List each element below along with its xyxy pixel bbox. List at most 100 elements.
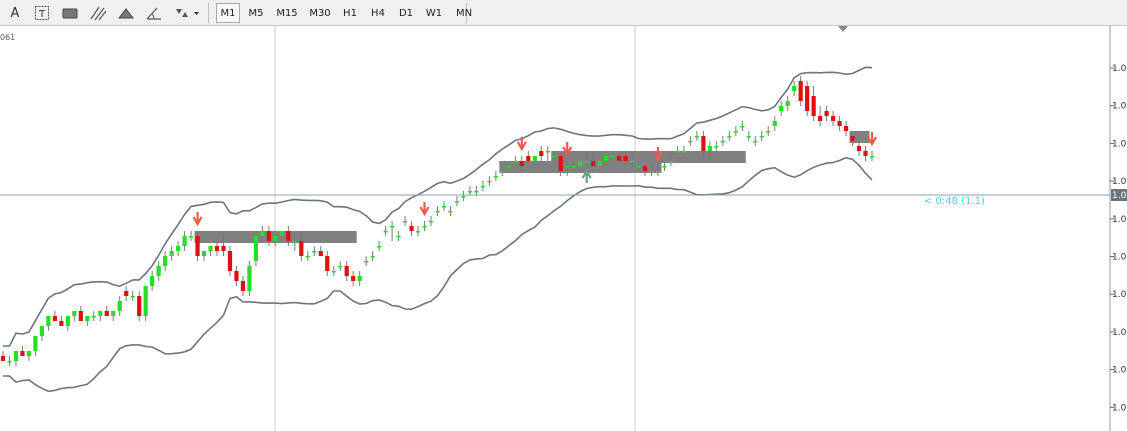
candle-body: [422, 226, 427, 228]
candle-body: [33, 336, 38, 351]
candle-countdown: < 0:48 (1.1): [924, 196, 985, 207]
axis-tick-label: 1.0: [1112, 177, 1127, 187]
candle-body: [727, 136, 732, 138]
timeframe-w1[interactable]: W1: [425, 7, 443, 19]
candle-body: [279, 231, 284, 236]
candle-body: [629, 161, 635, 163]
sell-arrow-icon: [516, 137, 527, 152]
candle-body: [396, 236, 401, 238]
arrow-tool-icon[interactable]: [172, 2, 202, 24]
candle-body: [344, 266, 349, 276]
candle-body: [591, 161, 596, 166]
candle-body: [856, 146, 862, 151]
candle-body: [675, 151, 680, 153]
timeframe-d1[interactable]: D1: [398, 7, 414, 19]
candle-body: [824, 111, 829, 116]
sell-arrow-icon: [192, 212, 203, 227]
shift-marker-icon: [838, 26, 848, 32]
candle-body: [830, 116, 836, 121]
text-tool-glyph: A: [10, 5, 20, 21]
triangle-tool-icon[interactable]: [116, 2, 136, 24]
candle-body: [383, 231, 388, 233]
candle-body: [694, 136, 700, 138]
toolbar-separator: [208, 3, 209, 23]
candle-body: [435, 211, 440, 213]
candle-body: [597, 161, 602, 166]
candle-body: [467, 191, 473, 193]
candle-body: [20, 351, 25, 356]
rectangle-tool-icon[interactable]: [60, 2, 80, 24]
candle-body: [117, 301, 122, 311]
candle-body: [792, 86, 797, 91]
candle-body: [662, 166, 667, 168]
candle-body: [72, 311, 77, 316]
candle-body: [292, 241, 297, 243]
timeframe-m30[interactable]: M30: [309, 7, 331, 19]
candle-body: [701, 136, 706, 151]
candle-body: [837, 121, 842, 126]
candle-body: [655, 171, 661, 173]
timeframe-h1[interactable]: H1: [343, 7, 357, 19]
candle-body: [46, 316, 51, 326]
candle-body: [182, 236, 187, 246]
sell-arrow-icon: [562, 142, 573, 157]
chevron-down-icon: [194, 12, 199, 15]
timeframe-h4[interactable]: H4: [371, 7, 385, 19]
candle-body: [26, 351, 32, 356]
candle-body: [240, 281, 246, 291]
candle-body: [428, 221, 434, 223]
candle-body: [305, 256, 310, 258]
timeframe-mn[interactable]: MN: [455, 7, 473, 19]
candle-body: [130, 296, 135, 298]
candle-body: [526, 156, 531, 161]
zone-rect[interactable]: [551, 151, 746, 163]
chart-corner-label: 061: [0, 33, 15, 42]
candle-body: [377, 246, 382, 248]
text-tool-icon[interactable]: A: [6, 2, 24, 24]
candle-body: [623, 156, 628, 161]
candle-body: [785, 101, 790, 106]
timeframe-m5[interactable]: M5: [248, 7, 264, 19]
channel-tool-icon[interactable]: [88, 2, 108, 24]
svg-text:T: T: [38, 9, 46, 20]
candle-body: [552, 156, 557, 158]
axis-tick-label: 1.0: [1112, 403, 1127, 413]
toolbar-separator: [466, 3, 467, 23]
drawing-toolbar: A T M1 M5 M15 M30 H1 H4 D1 W1 MN: [0, 0, 1127, 26]
candle-body: [208, 246, 213, 251]
candle-body: [98, 311, 103, 316]
candle-body: [668, 161, 674, 163]
candle-body: [409, 226, 414, 231]
axis-tick-label: 1.0: [1112, 64, 1127, 74]
candle-body: [78, 311, 83, 321]
candle-body: [325, 256, 330, 271]
timeframe-m1[interactable]: M1: [216, 3, 240, 23]
price-chart[interactable]: 061 < 0:48 (1.1) 1.01.01.01.01.01.01.01.…: [0, 26, 1127, 431]
candle-body: [13, 351, 19, 361]
axis-tick-label: 1.0: [1112, 102, 1127, 112]
candle-body: [59, 321, 64, 326]
candle-body: [688, 141, 693, 143]
candle-body: [565, 166, 570, 168]
candle-body: [441, 206, 447, 208]
candle-body: [143, 286, 148, 316]
current-price-tag: [1111, 189, 1127, 201]
candle-body: [0, 356, 6, 361]
candle-body: [746, 136, 751, 138]
candle-body: [52, 316, 57, 321]
signal-arrows: [192, 132, 877, 227]
bollinger-bands: [3, 66, 873, 393]
triangle-glyph: [117, 8, 135, 19]
candle-body: [273, 236, 278, 241]
candle-body: [338, 266, 343, 268]
timeframe-m15[interactable]: M15: [276, 7, 298, 19]
candle-body: [707, 146, 712, 151]
arrow-glyph: [176, 9, 199, 17]
candle-body: [571, 166, 576, 168]
candle-body: [772, 121, 777, 126]
axis-tick-label: 1.0: [1112, 290, 1127, 300]
text-label-tool-icon[interactable]: T: [33, 2, 51, 24]
candle-body: [312, 251, 317, 253]
candle-body: [720, 141, 725, 143]
angle-tool-icon[interactable]: [144, 2, 166, 24]
